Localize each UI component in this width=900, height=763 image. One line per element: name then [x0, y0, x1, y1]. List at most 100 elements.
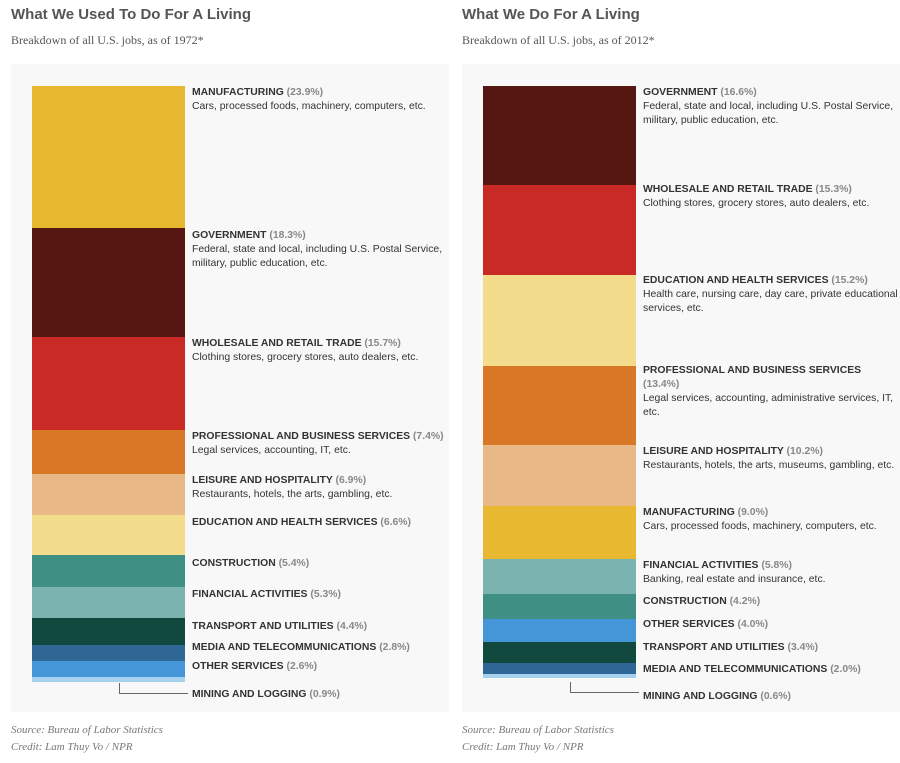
segment-description: Federal, state and local, including U.S.…: [192, 244, 443, 269]
segment-percent: (3.4%): [784, 642, 819, 653]
segment-description: Health care, nursing care, day care, pri…: [643, 289, 898, 314]
segment-name: CONSTRUCTION: [192, 558, 276, 569]
bar-segment-construction: [32, 554, 185, 588]
source-note: Source: Bureau of Labor Statistics: [11, 724, 163, 736]
segment-label: CONSTRUCTION (5.4%): [192, 557, 447, 571]
segment-name: LEISURE AND HOSPITALITY: [192, 475, 333, 486]
leader-line: [570, 682, 639, 693]
bar-segment-financial-activities: [483, 559, 636, 595]
segment-name: TRANSPORT AND UTILITIES: [643, 642, 785, 653]
segment-label: EDUCATION AND HEALTH SERVICES (6.6%): [192, 516, 447, 530]
segment-label: LEISURE AND HOSPITALITY (10.2%) Restauran…: [643, 445, 898, 473]
segment-label: MINING AND LOGGING (0.9%): [192, 688, 447, 702]
bar-segment-mining-and-logging: [32, 676, 185, 683]
bar-segment-transport-and-utilities: [32, 618, 185, 646]
segment-name: FINANCIAL ACTIVITIES: [192, 589, 308, 600]
segment-name: FINANCIAL ACTIVITIES: [643, 560, 759, 571]
segment-percent: (15.3%): [812, 184, 852, 195]
segment-name: WHOLESALE AND RETAIL TRADE: [192, 338, 362, 349]
bar-segment-construction: [483, 593, 636, 620]
bar-segment-mining-and-logging: [483, 674, 636, 679]
segment-name: OTHER SERVICES: [192, 661, 284, 672]
segment-label: TRANSPORT AND UTILITIES (4.4%): [192, 620, 447, 634]
segment-percent: (0.6%): [757, 691, 791, 702]
bar-segment-financial-activities: [32, 586, 185, 619]
bar-segment-leisure-and-hospitality: [483, 445, 636, 507]
segment-percent: (13.4%): [643, 379, 680, 390]
segment-percent: (10.2%): [783, 446, 823, 457]
segment-name: MINING AND LOGGING: [643, 691, 758, 702]
segment-description: Clothing stores, grocery stores, auto de…: [643, 198, 870, 209]
chart-subtitle: Breakdown of all U.S. jobs, as of 1972*: [11, 33, 204, 47]
segment-percent: (23.9%): [283, 87, 324, 98]
segment-description: Banking, real estate and insurance, etc.: [643, 574, 826, 585]
segment-percent: (6.9%): [332, 475, 367, 486]
segment-name: GOVERNMENT: [643, 87, 718, 98]
segment-label: LEISURE AND HOSPITALITY (6.9%) Restaurant…: [192, 474, 447, 502]
bar-segment-transport-and-utilities: [483, 642, 636, 664]
segment-description: Cars, processed foods, machinery, comput…: [192, 101, 426, 112]
bar-segment-wholesale-and-retail-trade: [483, 184, 636, 276]
chart-panel-2012: What We Do For A Living Breakdown of all…: [462, 0, 900, 763]
segment-name: GOVERNMENT: [192, 230, 267, 241]
segment-percent: (15.2%): [828, 275, 868, 286]
bar-segment-professional-and-business-services: [32, 430, 185, 475]
segment-percent: (16.6%): [717, 87, 757, 98]
segment-percent: (2.0%): [827, 664, 861, 675]
segment-percent: (15.7%): [361, 338, 401, 349]
segment-name: PROFESSIONAL AND BUSINESS SERVICES: [192, 431, 411, 442]
bar-segment-government: [32, 228, 185, 338]
segment-name: EDUCATION AND HEALTH SERVICES: [643, 275, 829, 286]
segment-name: OTHER SERVICES: [643, 619, 735, 630]
segment-label: OTHER SERVICES (2.6%): [192, 660, 447, 674]
segment-label: PROFESSIONAL AND BUSINESS SERVICES (13.4…: [643, 364, 898, 420]
segment-name: WHOLESALE AND RETAIL TRADE: [643, 184, 813, 195]
segment-label: FINANCIAL ACTIVITIES (5.8%) Banking, real…: [643, 559, 898, 587]
chart-title: What We Do For A Living: [462, 6, 640, 23]
segment-name: MINING AND LOGGING: [192, 689, 307, 700]
bar-segment-other-services: [483, 618, 636, 643]
credit-note: Credit: Lam Thuy Vo / NPR: [462, 741, 584, 753]
segment-label: GOVERNMENT (16.6%) Federal, state and loc…: [643, 86, 898, 128]
bar-segment-government: [483, 86, 636, 186]
leader-line: [119, 683, 188, 694]
bar-segment-wholesale-and-retail-trade: [32, 337, 185, 431]
segment-name: MANUFACTURING: [192, 87, 284, 98]
segment-label: PROFESSIONAL AND BUSINESS SERVICES (7.4%…: [192, 430, 447, 458]
segment-label: WHOLESALE AND RETAIL TRADE (15.7%) Clothi…: [192, 337, 447, 365]
segment-name: CONSTRUCTION: [643, 596, 727, 607]
bar-segment-education-and-health-services: [483, 275, 636, 367]
segment-label: FINANCIAL ACTIVITIES (5.3%): [192, 588, 447, 602]
chart-title: What We Used To Do For A Living: [11, 6, 251, 23]
bar-segment-media-and-telecommunications: [32, 644, 185, 662]
segment-label: MINING AND LOGGING (0.6%): [643, 690, 898, 704]
bar-segment-manufacturing: [32, 86, 185, 229]
segment-label: CONSTRUCTION (4.2%): [643, 595, 898, 609]
segment-description: Restaurants, hotels, the arts, gambling,…: [192, 489, 393, 500]
segment-description: Federal, state and local, including U.S.…: [643, 101, 894, 126]
segment-name: MEDIA AND TELECOMMUNICATIONS: [643, 664, 828, 675]
segment-description: Restaurants, hotels, the arts, museums, …: [643, 460, 895, 471]
segment-label: MEDIA AND TELECOMMUNICATIONS (2.0%): [643, 663, 898, 677]
segment-percent: (4.2%): [726, 596, 761, 607]
segment-label: WHOLESALE AND RETAIL TRADE (15.3%) Clothi…: [643, 183, 898, 211]
segment-label: MEDIA AND TELECOMMUNICATIONS (2.8%): [192, 641, 447, 655]
segment-label: GOVERNMENT (18.3%) Federal, state and loc…: [192, 229, 447, 271]
segment-percent: (2.6%): [283, 661, 318, 672]
segment-percent: (4.4%): [333, 621, 368, 632]
segment-label: EDUCATION AND HEALTH SERVICES (15.2%) Hea…: [643, 274, 898, 316]
credit-note: Credit: Lam Thuy Vo / NPR: [11, 741, 133, 753]
bar-segment-education-and-health-services: [32, 515, 185, 556]
segment-percent: (6.6%): [377, 517, 412, 528]
segment-label: TRANSPORT AND UTILITIES (3.4%): [643, 641, 898, 655]
segment-percent: (5.8%): [758, 560, 792, 571]
segment-percent: (4.0%): [734, 619, 769, 630]
segment-label: OTHER SERVICES (4.0%): [643, 618, 898, 632]
segment-name: MANUFACTURING: [643, 507, 735, 518]
segment-description: Clothing stores, grocery stores, auto de…: [192, 352, 419, 363]
segment-description: Cars, processed foods, machinery, comput…: [643, 521, 877, 532]
segment-label: MANUFACTURING (23.9%) Cars, processed foo…: [192, 86, 447, 114]
bar-segment-other-services: [32, 661, 185, 678]
bar-segment-professional-and-business-services: [483, 365, 636, 446]
segment-description: Legal services, accounting, administrati…: [643, 393, 894, 418]
